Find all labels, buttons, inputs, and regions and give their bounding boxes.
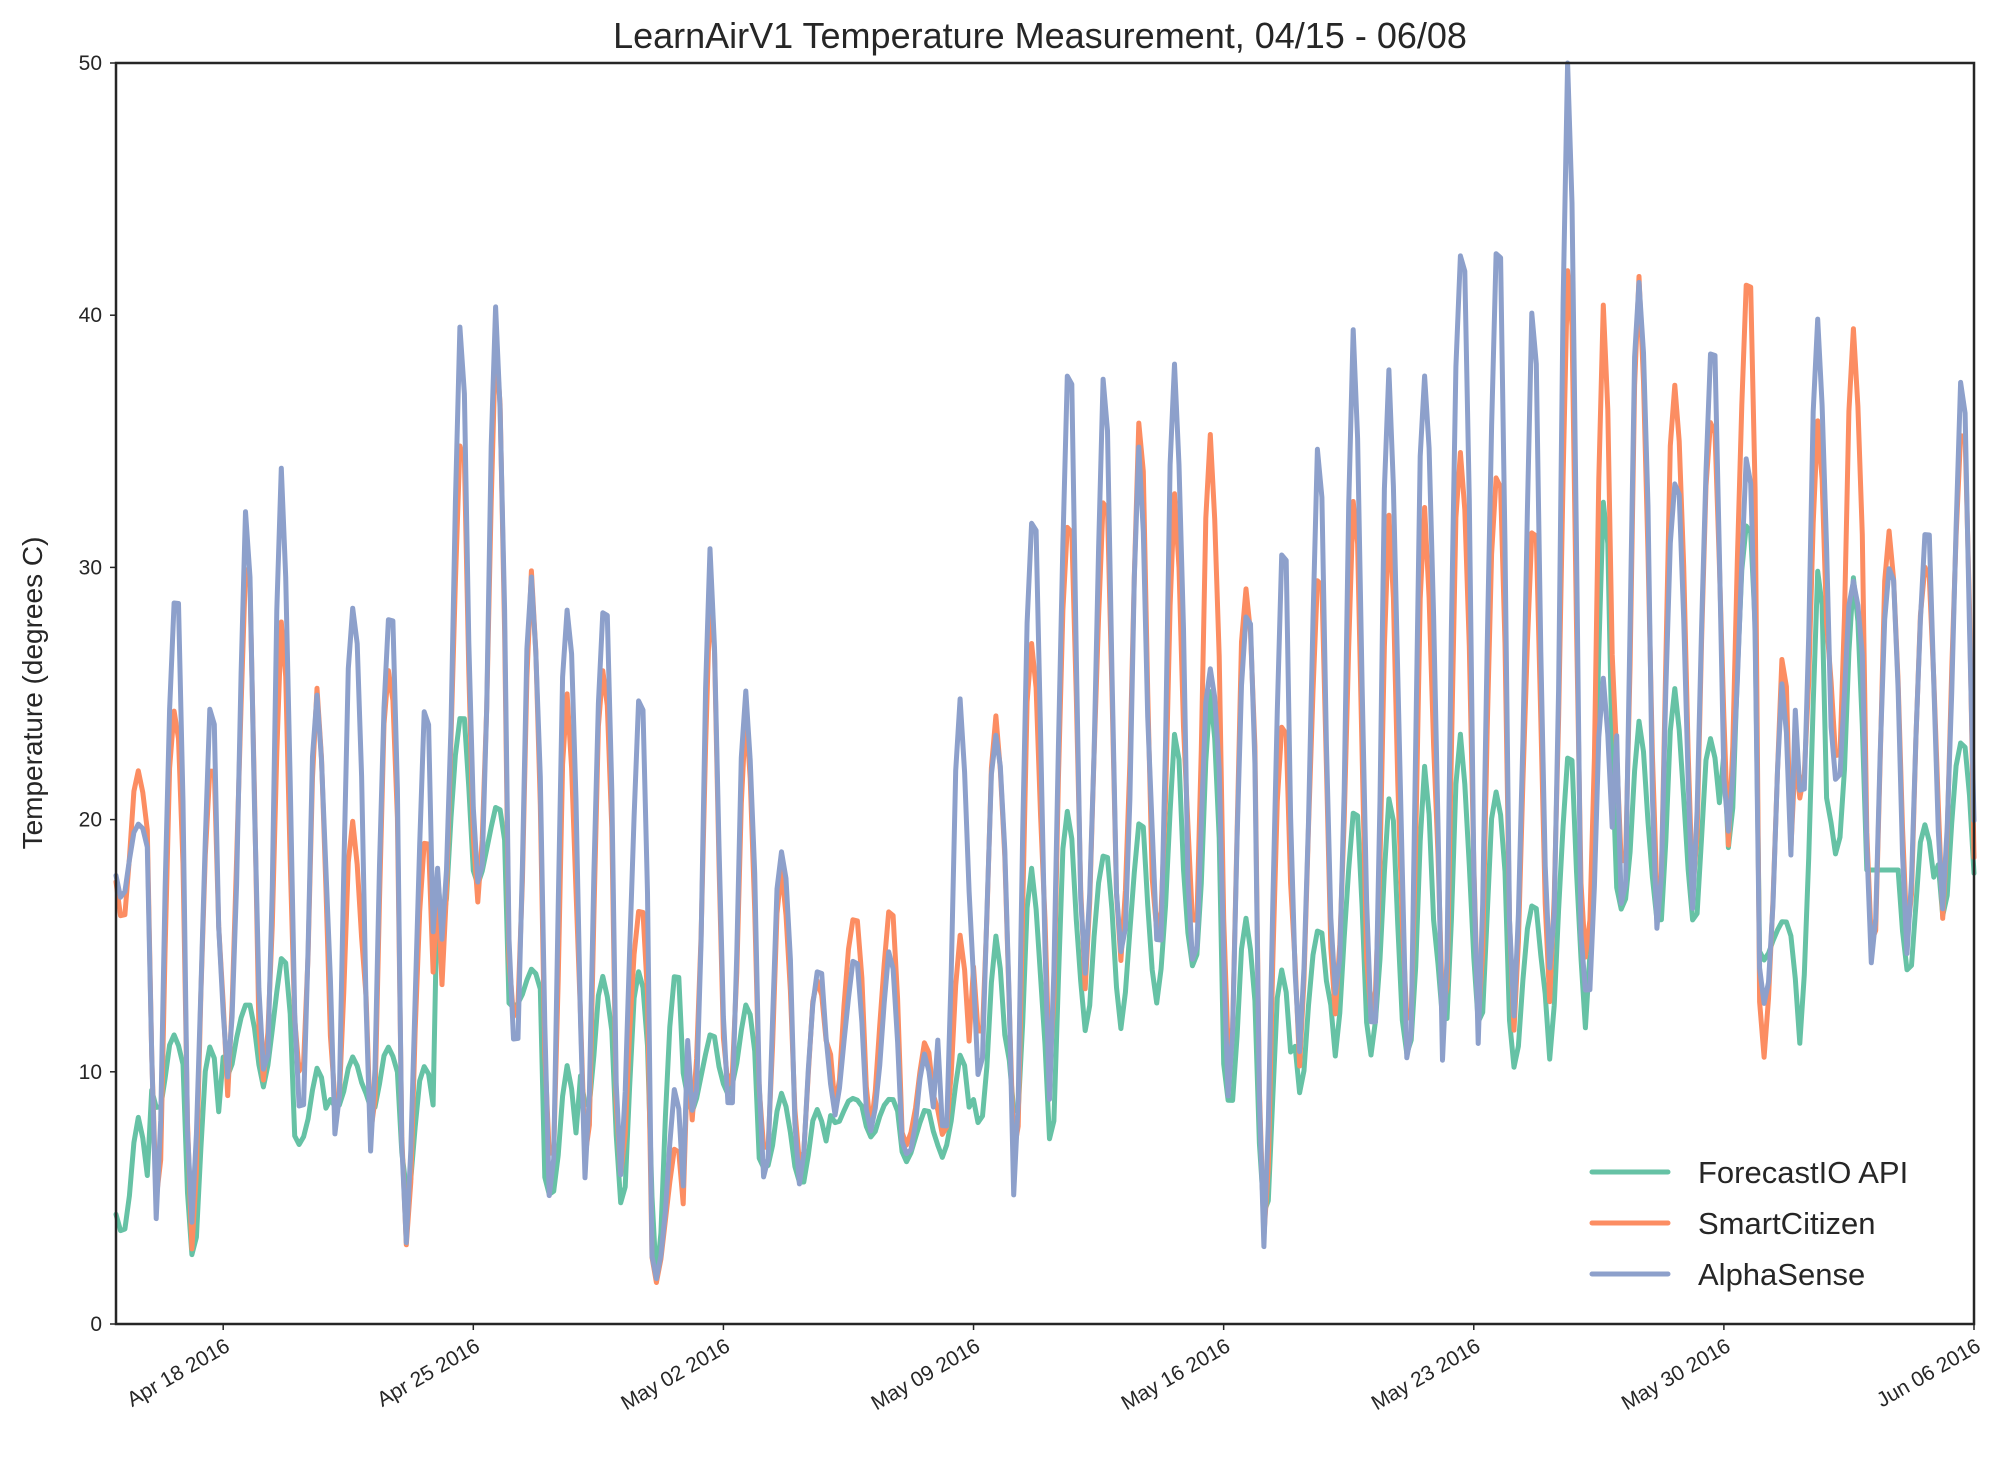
plot-frame bbox=[114, 61, 1976, 1326]
series-line-alphasense bbox=[113, 60, 1977, 1282]
y-axis: 0 10 20 30 40 50 bbox=[79, 52, 116, 1336]
y-tick-label: 30 bbox=[79, 556, 102, 579]
legend: ForecastIO API SmartCitizen AlphaSense bbox=[1589, 1155, 1908, 1292]
y-tick-label: 20 bbox=[79, 809, 102, 832]
y-axis-label: Temperature (degrees C) bbox=[17, 537, 48, 850]
chart-title: LearnAirV1 Temperature Measurement, 04/1… bbox=[613, 15, 1467, 56]
y-tick-label: 40 bbox=[79, 304, 102, 327]
legend-label-alphasense: AlphaSense bbox=[1698, 1257, 1865, 1292]
y-tick-label: 10 bbox=[79, 1061, 102, 1084]
series-layer bbox=[113, 60, 1977, 1285]
y-tick-label: 0 bbox=[90, 1313, 102, 1336]
legend-label-smartcitizen: SmartCitizen bbox=[1698, 1206, 1875, 1241]
y-tick-label: 50 bbox=[79, 52, 102, 75]
series-line-forecastio-api bbox=[113, 499, 1977, 1283]
legend-label-forecastio-api: ForecastIO API bbox=[1698, 1155, 1908, 1190]
